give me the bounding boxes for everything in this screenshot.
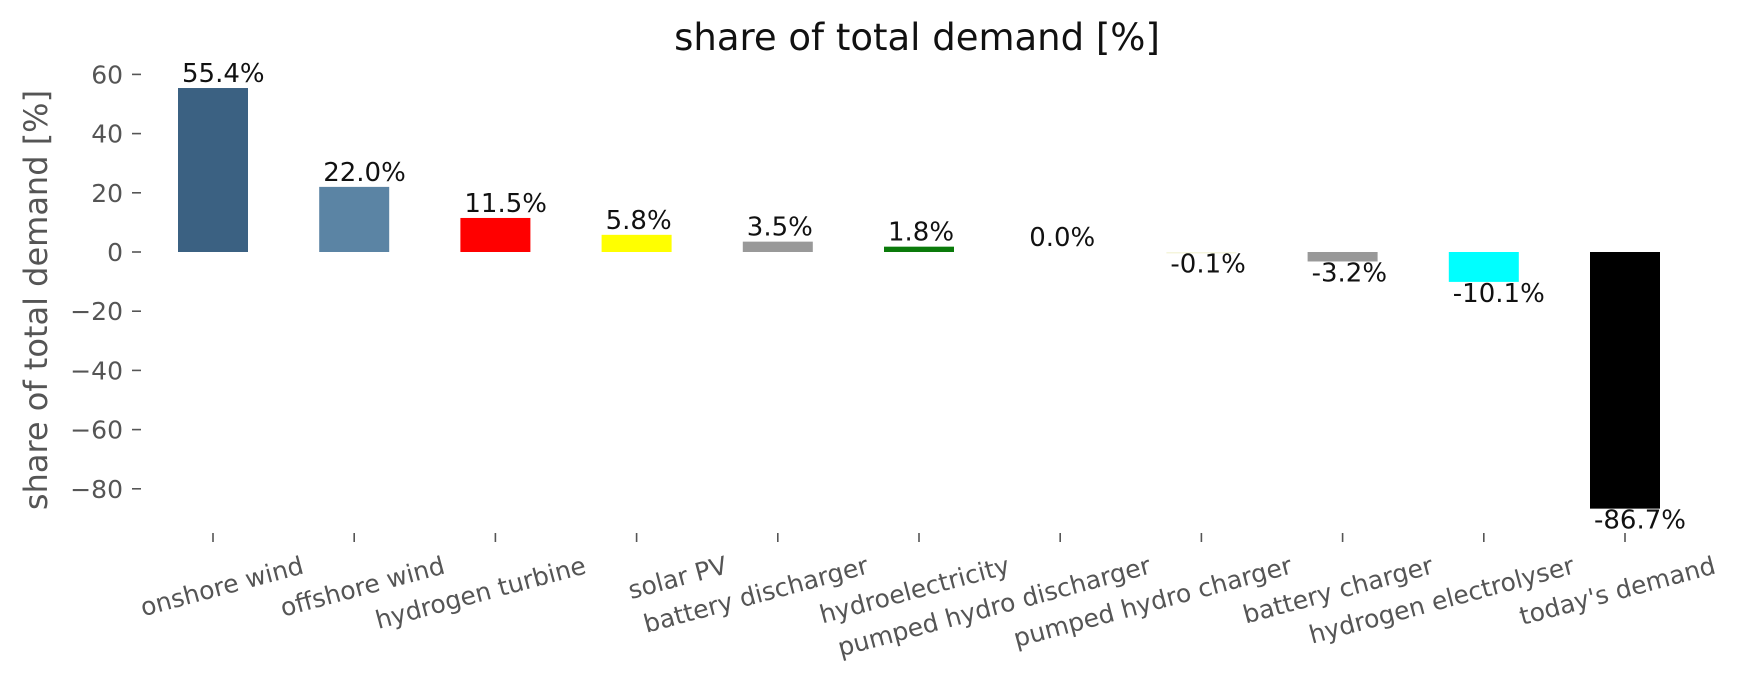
bar (1166, 252, 1237, 254)
data-label: 11.5% (464, 189, 547, 219)
chart-title: share of total demand [%] (674, 16, 1160, 59)
bar (319, 186, 390, 252)
y-tick-label: −60 (70, 416, 123, 445)
bar (1448, 252, 1519, 282)
data-label: 5.8% (606, 206, 672, 236)
data-labels-group: 55.4% 22.0% 11.5% 5.8% 3.5% 1.8% 0.0% -0.1% -3.2… (182, 59, 1686, 536)
y-tick-label: 20 (91, 179, 123, 208)
y-tick-label: 60 (91, 60, 123, 89)
y-tick-label: −80 (70, 475, 123, 504)
data-label: 55.4% (182, 59, 265, 89)
bar (1590, 252, 1660, 509)
data-label: 1.8% (888, 218, 954, 248)
data-label: -3.2% (1312, 258, 1387, 288)
y-tick-label: 0 (107, 238, 123, 267)
bar (460, 217, 531, 252)
data-label: 0.0% (1029, 223, 1095, 253)
bar (884, 246, 954, 252)
bar (1307, 252, 1378, 262)
y-tick-label: −20 (70, 297, 123, 326)
y-tick-label: −40 (70, 356, 123, 385)
y-axis-label: share of total demand [%] (17, 90, 55, 510)
y-tick-label: 40 (91, 120, 123, 149)
data-label: 22.0% (323, 158, 406, 188)
bar (178, 88, 248, 253)
y-axis: 60 40 20 0 −20 −40 −60 −80 (70, 60, 141, 504)
bar (601, 234, 672, 252)
data-label: -86.7% (1594, 506, 1686, 536)
bar (742, 241, 813, 252)
bars-group (178, 88, 1660, 509)
data-label: -0.1% (1170, 249, 1245, 279)
data-label: -10.1% (1453, 279, 1545, 309)
data-label: 3.5% (747, 213, 813, 243)
